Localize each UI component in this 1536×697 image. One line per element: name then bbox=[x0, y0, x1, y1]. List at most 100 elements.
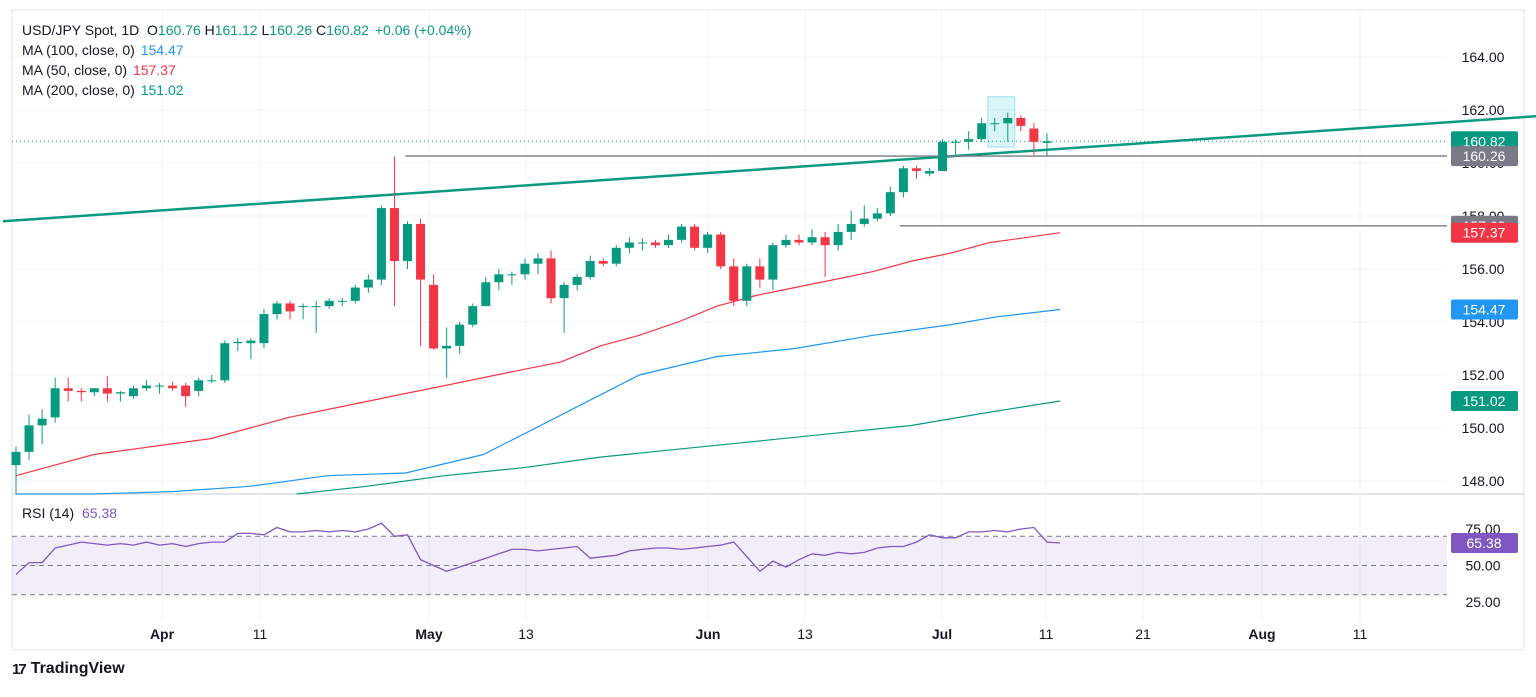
candle bbox=[455, 322, 465, 354]
candle-body bbox=[363, 279, 373, 288]
candle-body bbox=[637, 242, 647, 244]
brand-name: TradingView bbox=[30, 660, 125, 677]
candle bbox=[350, 284, 360, 304]
candle-body bbox=[703, 234, 713, 248]
change-value: +0.06 (+0.04%) bbox=[374, 22, 472, 38]
ma50-legend[interactable]: MA (50, close, 0) 157.37 bbox=[22, 60, 176, 80]
rsi-line bbox=[15, 522, 1061, 575]
candle bbox=[142, 380, 151, 391]
rsi-label-text: 65.38 bbox=[1466, 535, 1501, 551]
candle bbox=[990, 117, 1000, 132]
candle-body bbox=[259, 314, 269, 344]
candle-body bbox=[416, 223, 426, 280]
candle bbox=[376, 205, 386, 285]
candle bbox=[572, 274, 582, 291]
candle bbox=[546, 250, 556, 304]
candle bbox=[389, 156, 399, 307]
candle-body bbox=[951, 141, 961, 143]
candle bbox=[533, 253, 543, 275]
candle bbox=[820, 231, 830, 277]
x-tick-label: 11 bbox=[1353, 626, 1368, 642]
candle bbox=[468, 303, 478, 328]
candle bbox=[507, 271, 517, 285]
tradingview-logo[interactable]: 17 TradingView bbox=[12, 660, 125, 678]
candle bbox=[898, 165, 908, 198]
candle-body bbox=[585, 261, 595, 277]
candle bbox=[246, 337, 256, 360]
candle bbox=[11, 446, 21, 495]
rsi-legend[interactable]: RSI (14) 65.38 bbox=[22, 505, 117, 521]
candle-body bbox=[155, 385, 165, 387]
candle-body bbox=[455, 324, 465, 346]
price-label-bg bbox=[1451, 390, 1518, 411]
candle bbox=[833, 223, 843, 251]
ma100-legend[interactable]: MA (100, close, 0) 154.47 bbox=[22, 40, 184, 60]
trend-line bbox=[2, 114, 1536, 223]
candle bbox=[559, 282, 569, 333]
price-label: 151.02 bbox=[1451, 390, 1518, 411]
candle bbox=[977, 117, 987, 142]
candle-body bbox=[507, 274, 517, 276]
candle-body bbox=[233, 341, 243, 344]
candle-body bbox=[559, 284, 569, 299]
price-label-text: 157.37 bbox=[1463, 225, 1506, 241]
ma100-value: 154.47 bbox=[140, 42, 184, 58]
symbol-title[interactable]: USD/JPY Spot, 1D bbox=[22, 22, 140, 38]
candle bbox=[89, 388, 99, 397]
candle-body bbox=[546, 258, 556, 299]
candle-body bbox=[403, 223, 412, 262]
high-label: H bbox=[204, 22, 215, 38]
candle-body bbox=[925, 170, 934, 174]
moving-average-line bbox=[296, 400, 1061, 495]
y-tick-label: 150.00 bbox=[1462, 420, 1505, 436]
candle-body bbox=[494, 274, 504, 283]
price-label-text: 160.82 bbox=[1463, 133, 1506, 149]
candle-body bbox=[11, 451, 21, 466]
candle bbox=[168, 381, 178, 391]
candle bbox=[311, 300, 321, 333]
candle-body bbox=[1042, 141, 1052, 143]
x-tick-label: Jun bbox=[696, 626, 721, 642]
candle-body bbox=[846, 223, 856, 232]
ma200-legend[interactable]: MA (200, close, 0) 151.02 bbox=[22, 80, 184, 100]
chart-frame bbox=[11, 9, 1525, 651]
candle-body bbox=[598, 261, 608, 264]
candle bbox=[690, 223, 700, 251]
candle bbox=[272, 300, 282, 320]
candles bbox=[11, 112, 1052, 495]
candle bbox=[194, 377, 204, 397]
candle-body bbox=[859, 218, 869, 224]
candle-body bbox=[102, 388, 112, 394]
y-tick-label: 152.00 bbox=[1462, 367, 1505, 383]
candle bbox=[768, 242, 778, 291]
candle bbox=[285, 300, 295, 320]
x-tick-label: 11 bbox=[1039, 626, 1054, 642]
candle bbox=[964, 131, 974, 150]
candle-body bbox=[207, 380, 217, 382]
moving-average-line bbox=[16, 308, 1061, 495]
candle-body bbox=[820, 237, 830, 246]
candle-body bbox=[389, 208, 399, 262]
candle bbox=[1029, 123, 1039, 156]
rsi-value: 65.38 bbox=[82, 505, 118, 521]
x-tick-label: 13 bbox=[797, 626, 813, 642]
candle-body bbox=[755, 266, 765, 280]
candle bbox=[951, 139, 961, 156]
candle bbox=[442, 327, 452, 378]
low-value: 160.26 bbox=[269, 22, 313, 38]
candle-body bbox=[76, 390, 86, 393]
candle bbox=[598, 258, 608, 267]
candle bbox=[755, 258, 765, 288]
candle bbox=[664, 234, 673, 248]
candle bbox=[703, 231, 713, 254]
candle-body bbox=[272, 303, 282, 315]
y-tick-label: 148.00 bbox=[1462, 473, 1505, 489]
candle-body bbox=[624, 242, 634, 248]
candle bbox=[716, 231, 726, 269]
high-value: 161.12 bbox=[214, 22, 258, 38]
candle-body bbox=[977, 123, 987, 140]
candle bbox=[807, 229, 817, 246]
candle bbox=[520, 258, 530, 280]
candle-body bbox=[690, 226, 700, 248]
candle bbox=[429, 274, 439, 350]
